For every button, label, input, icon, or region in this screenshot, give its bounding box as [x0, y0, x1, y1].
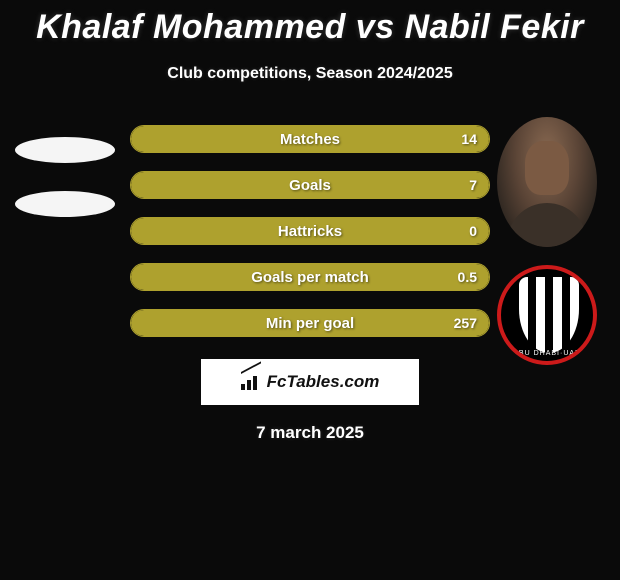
stat-bar: Goals7 — [130, 171, 490, 199]
right-player-club-logo: ABU DHABI·UAE — [497, 265, 597, 365]
left-player-logo-placeholder — [15, 191, 115, 217]
stat-bars: Matches14 Goals7 Hattricks0 Goals per match… — [130, 125, 490, 337]
bar-value-right: 7 — [469, 172, 477, 198]
brand-text: FcTables.com — [267, 372, 380, 392]
bar-value-right: 14 — [461, 126, 477, 152]
bar-value-right: 0.5 — [458, 264, 477, 290]
right-player-photo — [497, 117, 597, 247]
brand-badge: FcTables.com — [201, 359, 419, 405]
bar-value-right: 0 — [469, 218, 477, 244]
comparison-panel: ABU DHABI·UAE Matches14Goals7Hattricks0G… — [0, 125, 620, 337]
footer-date: 7 march 2025 — [0, 423, 620, 443]
stat-bar: Goals per match0.5 — [130, 263, 490, 291]
left-player-photo-placeholder — [15, 137, 115, 163]
right-player-column: ABU DHABI·UAE — [492, 117, 602, 365]
stat-bar: Matches14 — [130, 125, 490, 153]
page-subtitle: Club competitions, Season 2024/2025 — [0, 65, 620, 83]
brand-chart-icon — [241, 374, 261, 390]
stat-bar: Min per goal257 — [130, 309, 490, 337]
bar-label: Hattricks — [131, 218, 489, 244]
bar-label: Goals — [131, 172, 489, 198]
page-title: Khalaf Mohammed vs Nabil Fekir — [0, 0, 620, 47]
stat-bar: Hattricks0 — [130, 217, 490, 245]
bar-label: Matches — [131, 126, 489, 152]
club-logo-text: ABU DHABI·UAE — [501, 350, 593, 357]
bar-label: Goals per match — [131, 264, 489, 290]
left-player-column — [10, 125, 120, 245]
bar-label: Min per goal — [131, 310, 489, 336]
bar-value-right: 257 — [454, 310, 477, 336]
